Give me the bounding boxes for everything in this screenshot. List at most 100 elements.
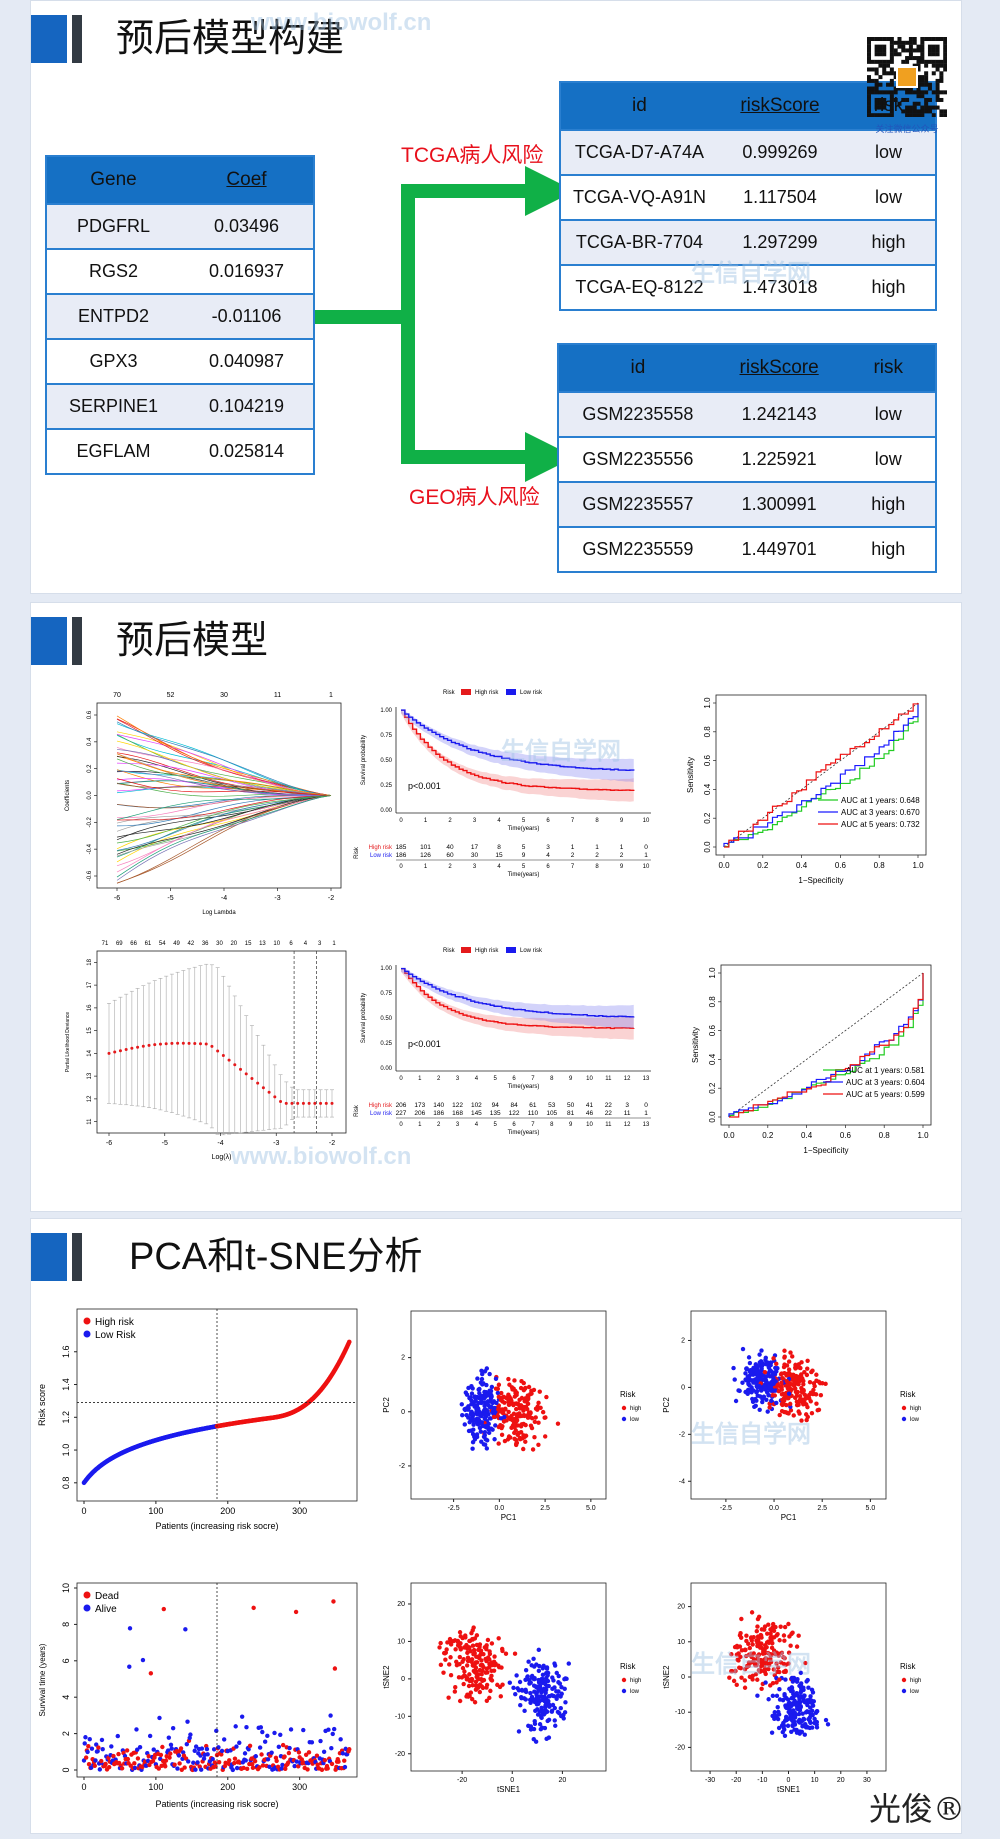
x-tick-label: 1.0: [912, 861, 924, 870]
sample-point: [727, 1675, 732, 1680]
cv-point: [250, 1077, 254, 1081]
tcga-risk-table: id riskScore risk TCGA-D7-A74A 0.999269 lo…: [559, 81, 937, 311]
sample-point: [501, 1394, 506, 1399]
sample-point: [472, 1700, 478, 1705]
sample-point: [752, 1380, 758, 1385]
x-tick-label: 0: [399, 818, 403, 824]
y-tick-label: 0.6: [708, 1024, 717, 1036]
sample-point: [479, 1376, 485, 1382]
section-model-construction: 预后模型构建 www.biowolf.cn Gene Coef PDGFRL 0.…: [30, 0, 962, 594]
risk-table-x-tick-label: 12: [624, 1122, 631, 1128]
table-row: EGFLAM 0.025814: [46, 428, 314, 474]
qr-module: [920, 48, 925, 53]
sample-point: [474, 1654, 479, 1659]
survival-point: [279, 1766, 284, 1771]
survival-point: [282, 1754, 287, 1759]
sample-point: [566, 1661, 571, 1666]
sample-point: [801, 1378, 806, 1384]
top-tick-label: 15: [245, 941, 252, 947]
sample-point: [791, 1708, 796, 1713]
qr-module: [870, 59, 875, 64]
cv-point: [261, 1086, 265, 1090]
sample-point: [501, 1411, 506, 1416]
y-tick-label: 0.2: [703, 812, 712, 824]
sample-point: [533, 1406, 539, 1411]
sample-point: [752, 1404, 757, 1410]
survival-point: [250, 1765, 256, 1771]
cv-point: [176, 1041, 180, 1045]
qr-module: [924, 82, 929, 87]
qr-module: [882, 48, 887, 53]
sample-point: [468, 1395, 473, 1400]
qr-module: [916, 86, 921, 91]
x-tick-label: 4: [475, 1076, 479, 1082]
sample-point: [512, 1378, 517, 1383]
qr-module: [874, 97, 879, 102]
sample-point: [788, 1350, 793, 1355]
qr-module: [939, 78, 944, 83]
qr-module: [935, 52, 940, 57]
sample-point: [563, 1676, 568, 1681]
legend-swatch: [83, 1604, 91, 1612]
sample-point: [543, 1698, 548, 1704]
risk-table-high-count: 206: [396, 1102, 407, 1109]
y-tick-label: 2: [681, 1337, 685, 1344]
survival-point: [103, 1761, 108, 1767]
qr-module: [943, 109, 948, 114]
qr-caption: 关注微信公众号: [875, 124, 939, 134]
sample-point: [777, 1686, 782, 1692]
x-tick-label: 300: [292, 1506, 307, 1516]
cv-point: [216, 1049, 220, 1053]
sample-point: [553, 1723, 558, 1728]
sample-point: [779, 1392, 785, 1397]
sample-point: [546, 1717, 552, 1723]
y-tick-label: -20: [675, 1744, 685, 1751]
cv-point: [181, 1041, 185, 1045]
sample-point: [736, 1651, 741, 1656]
qr-module: [889, 78, 894, 83]
sample-point: [528, 1410, 533, 1415]
x-tick-label: 0.0: [494, 1505, 504, 1512]
sample-point: [808, 1705, 813, 1710]
sample-point: [743, 1653, 749, 1659]
survival-point: [259, 1752, 264, 1757]
qr-module: [939, 71, 944, 76]
sample-point: [468, 1428, 474, 1433]
sample-point: [526, 1384, 532, 1390]
sample-point: [523, 1439, 528, 1444]
sample-point: [746, 1381, 751, 1387]
sample-point: [482, 1369, 488, 1374]
sample-point: [797, 1376, 803, 1381]
sample-point: [479, 1658, 484, 1663]
sample-point: [740, 1346, 746, 1352]
qr-module: [889, 82, 894, 87]
sample-point: [525, 1406, 530, 1412]
sample-point: [742, 1678, 748, 1683]
qr-module: [867, 86, 872, 91]
tcga-risk-label: TCGA病人风险: [401, 144, 544, 167]
sample-point: [750, 1677, 755, 1682]
sample-point: [523, 1667, 529, 1673]
coefficient-path: [116, 795, 332, 821]
survival-point: [150, 1758, 156, 1764]
id-cell: GSM2235557: [558, 481, 717, 527]
sample-point: [798, 1683, 804, 1688]
qr-module: [924, 78, 929, 83]
sample-point: [736, 1658, 741, 1663]
sample-point: [550, 1675, 555, 1680]
survival-point: [232, 1756, 238, 1761]
risk-table-x-tick-label: 3: [456, 1122, 460, 1128]
y-tick-label: 2: [401, 1355, 405, 1362]
sample-point: [760, 1373, 765, 1378]
risk-table-high-count: 0: [644, 844, 648, 851]
survival-point: [83, 1755, 89, 1760]
sample-point: [469, 1412, 474, 1417]
sample-point: [526, 1723, 531, 1729]
score-cell: 1.473018: [717, 264, 842, 310]
risk-table-x-tick-label: 11: [605, 1122, 612, 1128]
flow-arrows: [315, 166, 575, 482]
risk-table-low-count: 4: [546, 852, 550, 859]
top-tick-label: 30: [216, 941, 223, 947]
risk-table-x-tick-label: 0: [399, 1122, 403, 1128]
